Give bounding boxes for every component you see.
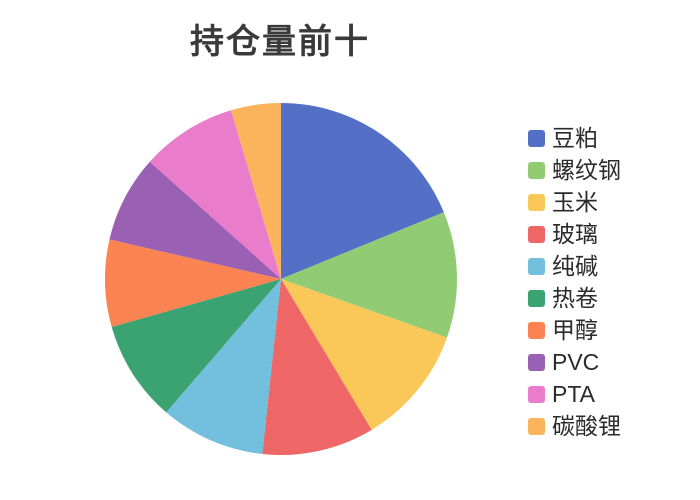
pie-slice[interactable] xyxy=(166,279,281,454)
pie-slice[interactable] xyxy=(262,279,372,455)
legend-color-swatch xyxy=(528,321,545,339)
legend-color-swatch xyxy=(528,193,545,211)
legend-item-label: PTA xyxy=(552,381,596,407)
legend-item-label: 碳酸锂 xyxy=(552,413,621,439)
pie-slice-group xyxy=(105,103,457,455)
pie-slice[interactable] xyxy=(281,212,457,338)
legend-item[interactable]: PTA xyxy=(528,378,688,410)
legend-color-swatch xyxy=(528,129,545,147)
pie-plot-area xyxy=(105,103,457,455)
legend-item[interactable]: 碳酸锂 xyxy=(528,410,688,442)
legend-color-swatch xyxy=(528,417,545,435)
legend-item[interactable]: 热卷 xyxy=(528,282,688,314)
legend-item-label: PVC xyxy=(552,349,600,375)
legend-item-label: 甲醇 xyxy=(552,317,598,343)
chart-title: 持仓量前十 xyxy=(190,23,370,61)
legend-item-label: 玻璃 xyxy=(552,221,598,247)
pie-slice[interactable] xyxy=(109,161,281,279)
legend-item-label: 热卷 xyxy=(552,285,598,311)
legend-item-label: 纯碱 xyxy=(552,253,598,279)
chart-legend: 豆粕螺纹钢玉米玻璃纯碱热卷甲醇 PVC PTA 碳酸锂 xyxy=(528,122,688,442)
pie-svg xyxy=(105,103,457,455)
legend-item[interactable]: 玉米 xyxy=(528,186,688,218)
pie-slice[interactable] xyxy=(149,110,281,279)
legend-item[interactable]: PVC xyxy=(528,346,688,378)
legend-color-swatch xyxy=(528,257,545,275)
legend-item-label: 玉米 xyxy=(552,189,598,215)
legend-color-swatch xyxy=(528,353,545,371)
legend-item[interactable]: 甲醇 xyxy=(528,314,688,346)
pie-slice[interactable] xyxy=(281,103,444,279)
legend-item-label: 豆粕 xyxy=(552,125,598,151)
pie-slice[interactable] xyxy=(281,279,448,430)
legend-color-swatch xyxy=(528,385,545,403)
legend-color-swatch xyxy=(528,225,545,243)
pie-slice[interactable] xyxy=(111,279,282,413)
legend-item[interactable]: 螺纹钢 xyxy=(528,154,688,186)
legend-item[interactable]: 豆粕 xyxy=(528,122,688,154)
pie-slice[interactable] xyxy=(231,103,281,279)
legend-item[interactable]: 纯碱 xyxy=(528,250,688,282)
legend-item[interactable]: 玻璃 xyxy=(528,218,688,250)
pie-slice[interactable] xyxy=(105,239,281,327)
legend-color-swatch xyxy=(528,289,545,307)
legend-color-swatch xyxy=(528,161,545,179)
legend-item-label: 螺纹钢 xyxy=(552,157,621,183)
